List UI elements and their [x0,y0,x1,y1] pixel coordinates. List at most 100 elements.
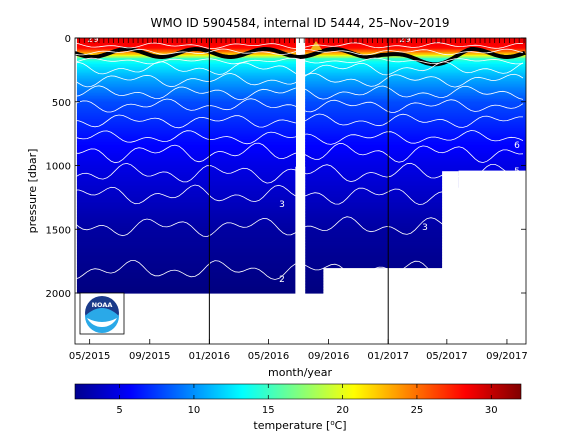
temperature-band [76,275,296,278]
temperature-band [305,264,324,267]
colorbar-tick-label: 30 [485,405,498,416]
temperature-band [305,278,324,281]
temperature-band [441,96,460,99]
temperature-band [76,229,296,232]
temperature-band [305,201,324,204]
temperature-band [441,83,460,87]
temperature-band [76,287,296,290]
temperature-band [322,93,443,96]
temperature-band [441,103,460,106]
temperature-band [458,96,526,99]
temperature-band [322,183,443,186]
temperature-band [322,76,443,79]
temperature-band [76,102,296,105]
temperature-band [322,56,443,59]
temperature-band [76,184,296,188]
temperature-band [76,246,296,249]
temperature-band [322,44,443,47]
temperature-band [458,91,526,94]
temperature-band [322,233,443,236]
plot-frame [74,37,527,345]
temperature-band [76,148,296,151]
temperature-band [76,158,296,161]
temperature-band [305,120,324,123]
temperature-band [76,232,296,235]
temperature-band [76,45,296,48]
temperature-band [322,255,443,258]
temperature-band [441,123,460,126]
temperature-band [458,74,526,77]
temperature-band [458,143,526,146]
temperature-band [305,255,324,258]
temperature-band [322,184,443,188]
contour-label: 3 [422,223,428,233]
temperature-band [76,56,296,59]
temperature-band [458,48,526,51]
temperature-band [305,137,324,140]
temperature-band [76,160,296,163]
temperature-band [322,163,443,166]
temperature-band [441,151,460,154]
temperature-band [441,140,460,143]
temperature-band [322,47,443,50]
temperature-band [305,108,324,111]
y-tick-label: 2000 [46,289,71,300]
temperature-band [441,50,460,53]
temperature-band [76,192,296,195]
temperature-band [76,53,296,56]
temperature-band [305,206,324,209]
temperature-band [305,241,324,244]
temperature-band [76,90,296,93]
temperature-band [305,169,324,172]
temperature-band [322,189,443,192]
temperature-band [322,203,443,206]
temperature-band [305,217,324,220]
temperature-band [76,269,296,272]
temperature-band [441,142,460,145]
temperature-band [305,287,324,290]
temperature-band [322,158,443,161]
temperature-band [441,120,460,123]
temperature-band [441,102,460,105]
temperature-band [322,168,443,171]
temperature-band [441,168,460,171]
temperature-band [76,226,296,229]
temperature-band [76,80,296,83]
temperature-band [322,252,443,255]
temperature-band [305,191,324,194]
temperature-band [305,192,324,195]
temperature-band [305,123,324,126]
temperature-band [76,227,296,230]
temperature-band [76,64,296,67]
temperature-band [305,177,324,180]
temperature-band [458,80,526,83]
temperature-band [322,227,443,230]
x-tick-label: 09/2017 [486,351,528,362]
temperature-band [76,256,296,259]
temperature-band [76,67,296,70]
temperature-band [458,152,526,155]
x-tick-label: 01/2017 [367,351,409,362]
temperature-band [441,163,460,166]
temperature-band [322,126,443,129]
temperature-band [305,215,324,218]
temperature-band [76,82,296,85]
temperature-band [76,94,296,97]
temperature-band [458,122,526,125]
temperature-band [305,86,324,90]
temperature-band [76,262,296,266]
isotherm-line [75,48,524,56]
temperature-band [322,142,443,145]
temperature-band [322,90,443,93]
temperature-band [322,117,443,120]
temperature-band [441,149,460,152]
temperature-band [322,246,443,249]
temperature-band [76,265,296,269]
temperature-band [441,97,460,100]
temperature-band [322,174,443,177]
temperature-band [305,229,324,232]
temperature-band [76,109,296,113]
temperature-band [458,125,526,128]
temperature-band [458,166,526,169]
temperature-band [441,82,460,85]
